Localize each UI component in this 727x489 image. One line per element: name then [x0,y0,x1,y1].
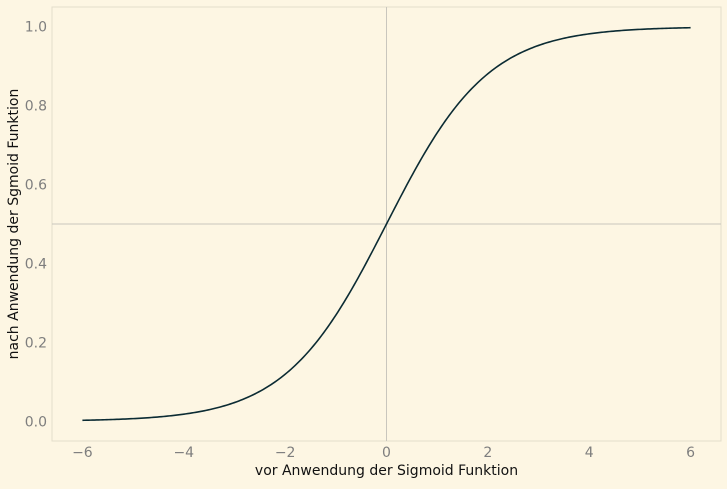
y-tick-label: 0.2 [25,335,47,351]
y-axis-label: nach Anwendung der Sgmoid Funktion [6,89,22,360]
x-tick-label: 2 [483,445,492,461]
x-tick-label: −4 [173,445,194,461]
x-axis-ticks: −6 −4 −2 0 2 4 6 [72,445,695,461]
x-tick-label: −6 [72,445,93,461]
y-tick-label: 0.0 [25,414,47,430]
y-axis-ticks: 0.0 0.2 0.4 0.6 0.8 1.0 [25,20,47,431]
y-tick-label: 0.8 [25,99,47,115]
x-axis-label: vor Anwendung der Sigmoid Funktion [255,463,518,479]
series-layer [82,26,691,422]
y-tick-label: 0.6 [25,178,47,194]
x-tick-label: −2 [275,445,296,461]
x-tick-label: 0 [382,445,391,461]
x-tick-label: 4 [585,445,594,461]
sigmoid-series-line [82,26,691,422]
y-tick-label: 0.4 [25,256,47,272]
y-tick-label: 1.0 [25,20,47,36]
x-tick-label: 6 [686,445,695,461]
